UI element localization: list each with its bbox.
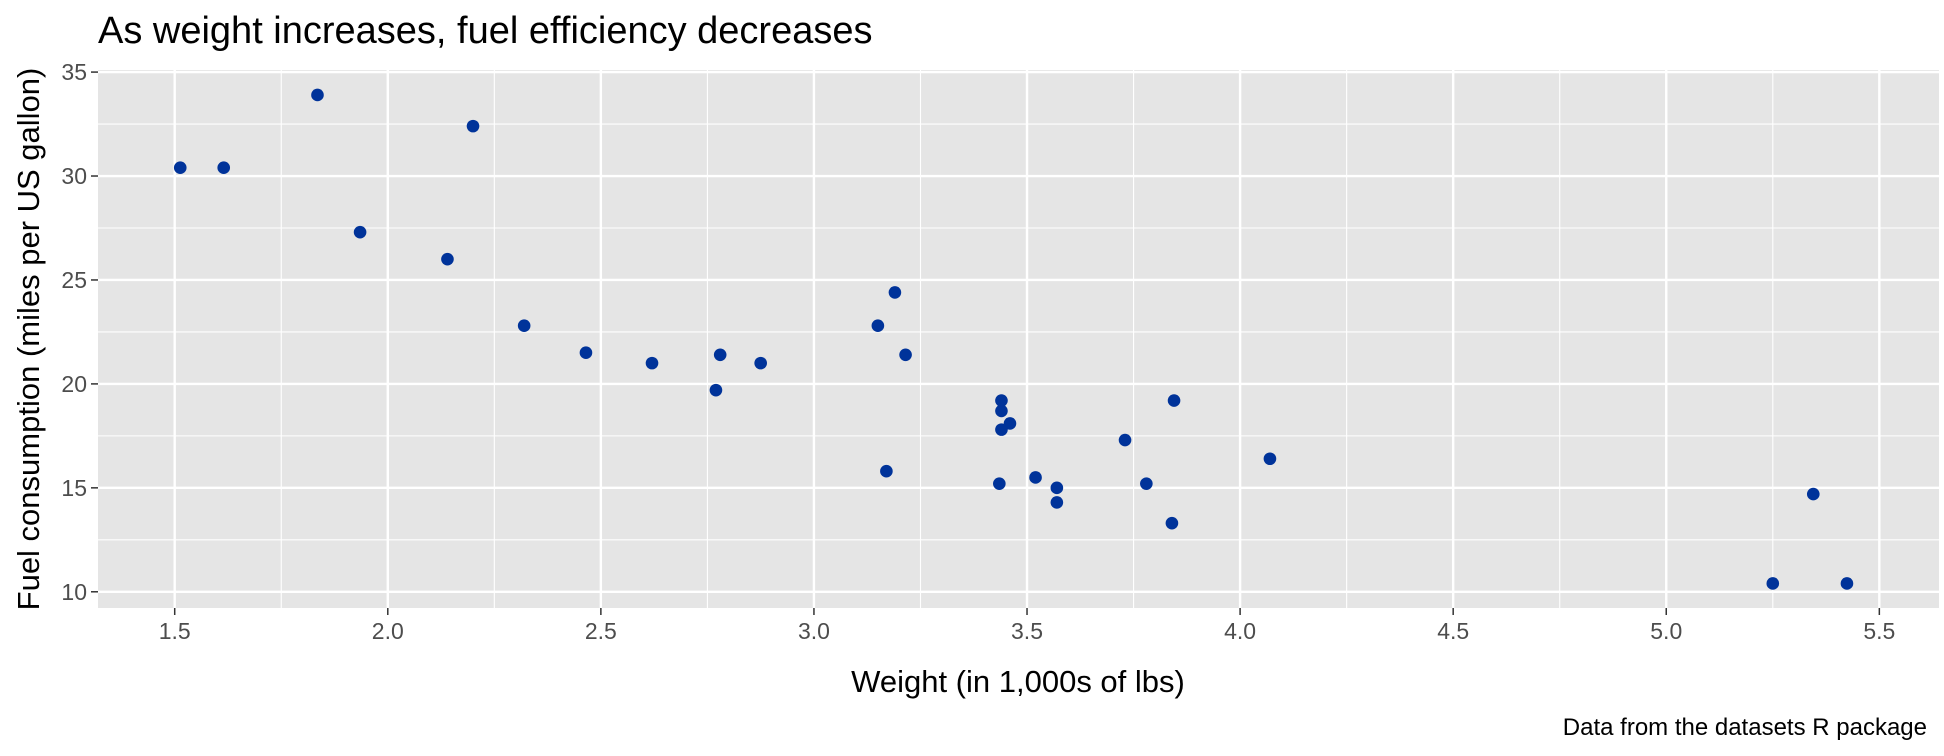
scatter-point bbox=[1766, 577, 1780, 590]
scatter-point bbox=[1167, 394, 1181, 407]
y-axis-title: Fuel consumption (miles per US gallon) bbox=[11, 68, 46, 611]
scatter-point bbox=[645, 356, 659, 370]
chart-caption: Data from the datasets R package bbox=[1563, 714, 1927, 741]
scatter-point bbox=[1840, 577, 1854, 590]
scatter-point bbox=[754, 356, 767, 370]
y-axis: 10 15 20 25 30 35 bbox=[61, 59, 98, 605]
scatter-point bbox=[995, 404, 1008, 418]
x-tick-label: 4.5 bbox=[1437, 618, 1469, 644]
scatter-point bbox=[713, 348, 727, 362]
x-tick-label: 3.5 bbox=[1011, 618, 1043, 644]
chart-title: As weight increases, fuel efficiency dec… bbox=[98, 10, 872, 52]
x-axis: 1.5 2.0 2.5 3.0 3.5 4.0 4.5 5.0 5.5 bbox=[159, 608, 1895, 644]
y-tick-label: 25 bbox=[61, 267, 87, 293]
scatter-point bbox=[995, 394, 1008, 407]
scatter-point bbox=[1050, 496, 1064, 509]
grid-major bbox=[98, 70, 1939, 608]
data-points bbox=[173, 88, 1854, 590]
scatter-point bbox=[709, 383, 723, 397]
scatter-point bbox=[1050, 481, 1064, 495]
grid-minor bbox=[98, 70, 1939, 608]
scatter-point bbox=[1165, 516, 1179, 530]
scatter-point bbox=[880, 464, 893, 478]
scatter-point bbox=[871, 319, 885, 332]
scatter-point bbox=[1118, 433, 1132, 447]
x-tick-label: 5.0 bbox=[1650, 618, 1682, 644]
plot-panel bbox=[98, 70, 1939, 608]
y-tick-label: 35 bbox=[61, 59, 87, 85]
scatter-point bbox=[173, 161, 187, 175]
x-tick-label: 2.5 bbox=[585, 618, 617, 644]
scatter-point bbox=[888, 286, 902, 299]
y-tick-label: 10 bbox=[61, 579, 87, 605]
scatter-point bbox=[1263, 452, 1277, 466]
y-tick-label: 15 bbox=[61, 475, 87, 501]
scatter-point bbox=[466, 119, 480, 133]
scatter-point bbox=[899, 348, 912, 362]
scatter-point bbox=[1140, 477, 1153, 490]
scatter-point bbox=[993, 477, 1006, 490]
scatter-point bbox=[1806, 487, 1820, 501]
scatter-point bbox=[579, 346, 593, 360]
scatter-point bbox=[517, 319, 531, 332]
scatter-point bbox=[353, 225, 367, 239]
x-tick-label: 4.0 bbox=[1224, 618, 1256, 644]
x-axis-title: Weight (in 1,000s of lbs) bbox=[851, 664, 1185, 699]
x-tick-label: 3.0 bbox=[798, 618, 830, 644]
y-tick-label: 30 bbox=[61, 163, 87, 189]
scatter-point bbox=[995, 423, 1008, 436]
x-tick-label: 2.0 bbox=[372, 618, 404, 644]
x-tick-label: 5.5 bbox=[1863, 618, 1895, 644]
scatter-point bbox=[441, 252, 454, 266]
scatter-point bbox=[311, 88, 324, 102]
scatter-point bbox=[1029, 471, 1042, 484]
x-tick-label: 1.5 bbox=[159, 618, 191, 644]
y-tick-label: 20 bbox=[61, 371, 87, 397]
scatter-point bbox=[217, 161, 231, 175]
